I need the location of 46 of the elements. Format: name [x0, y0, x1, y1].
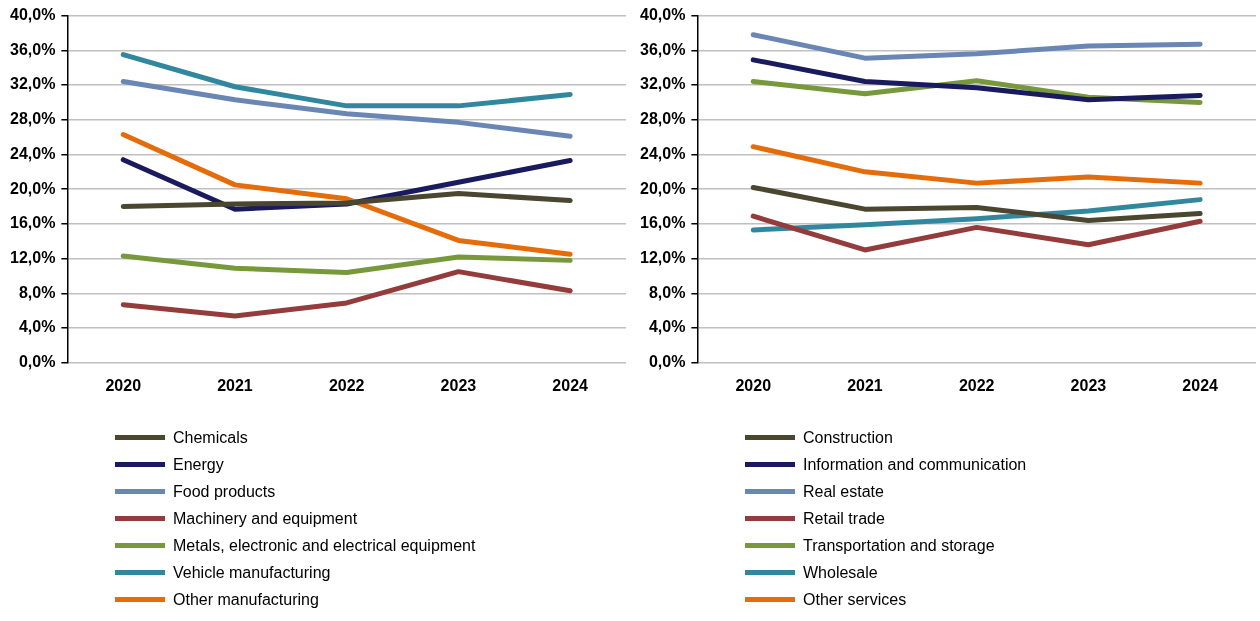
x-tick-label: 2021: [217, 376, 253, 394]
y-tick-label: 20,0%: [9, 179, 56, 197]
x-tick-label: 2020: [735, 376, 772, 394]
y-tick-label: 32,0%: [639, 75, 686, 93]
y-tick-label: 8,0%: [18, 283, 56, 301]
legend-label: Metals, electronic and electrical equipment: [173, 536, 476, 555]
legend-label: Other manufacturing: [173, 590, 319, 609]
y-tick-label: 24,0%: [639, 144, 686, 162]
legend-label: Wholesale: [803, 563, 878, 582]
y-tick-label: 28,0%: [639, 110, 686, 128]
legend-label: Transportation and storage: [803, 536, 995, 555]
y-tick-label: 28,0%: [9, 110, 56, 128]
y-tick-label: 0,0%: [18, 353, 56, 371]
x-tick-label: 2024: [1182, 376, 1219, 394]
y-tick-label: 36,0%: [9, 40, 56, 58]
x-tick-label: 2020: [105, 376, 142, 394]
legend-label: Chemicals: [173, 428, 248, 447]
y-tick-label: 40,0%: [9, 6, 56, 24]
x-tick-label: 2024: [552, 376, 589, 394]
y-tick-label: 0,0%: [648, 353, 686, 371]
legend-label: Other services: [803, 590, 907, 609]
y-tick-label: 12,0%: [639, 249, 686, 267]
y-tick-label: 36,0%: [639, 40, 686, 58]
y-tick-label: 20,0%: [639, 179, 686, 197]
y-tick-label: 4,0%: [648, 318, 686, 336]
y-tick-label: 4,0%: [18, 318, 56, 336]
legend-label: Construction: [803, 428, 893, 447]
legend-label: Energy: [173, 455, 224, 474]
y-tick-label: 24,0%: [9, 144, 56, 162]
y-tick-label: 40,0%: [639, 6, 686, 24]
legend-label: Information and communication: [803, 455, 1027, 474]
legend-label: Food products: [173, 482, 276, 501]
x-tick-label: 2023: [1070, 376, 1107, 394]
y-tick-label: 8,0%: [648, 283, 686, 301]
x-tick-label: 2021: [847, 376, 883, 394]
y-tick-label: 16,0%: [9, 214, 56, 232]
x-tick-label: 2022: [958, 376, 995, 394]
x-tick-label: 2022: [328, 376, 365, 394]
y-tick-label: 32,0%: [9, 75, 56, 93]
legend-label: Machinery and equipment: [173, 509, 358, 528]
legend-label: Retail trade: [803, 509, 885, 528]
y-tick-label: 12,0%: [9, 249, 56, 267]
y-tick-label: 16,0%: [639, 214, 686, 232]
x-tick-label: 2023: [440, 376, 477, 394]
legend-label: Vehicle manufacturing: [173, 563, 331, 582]
legend-label: Real estate: [803, 482, 884, 501]
